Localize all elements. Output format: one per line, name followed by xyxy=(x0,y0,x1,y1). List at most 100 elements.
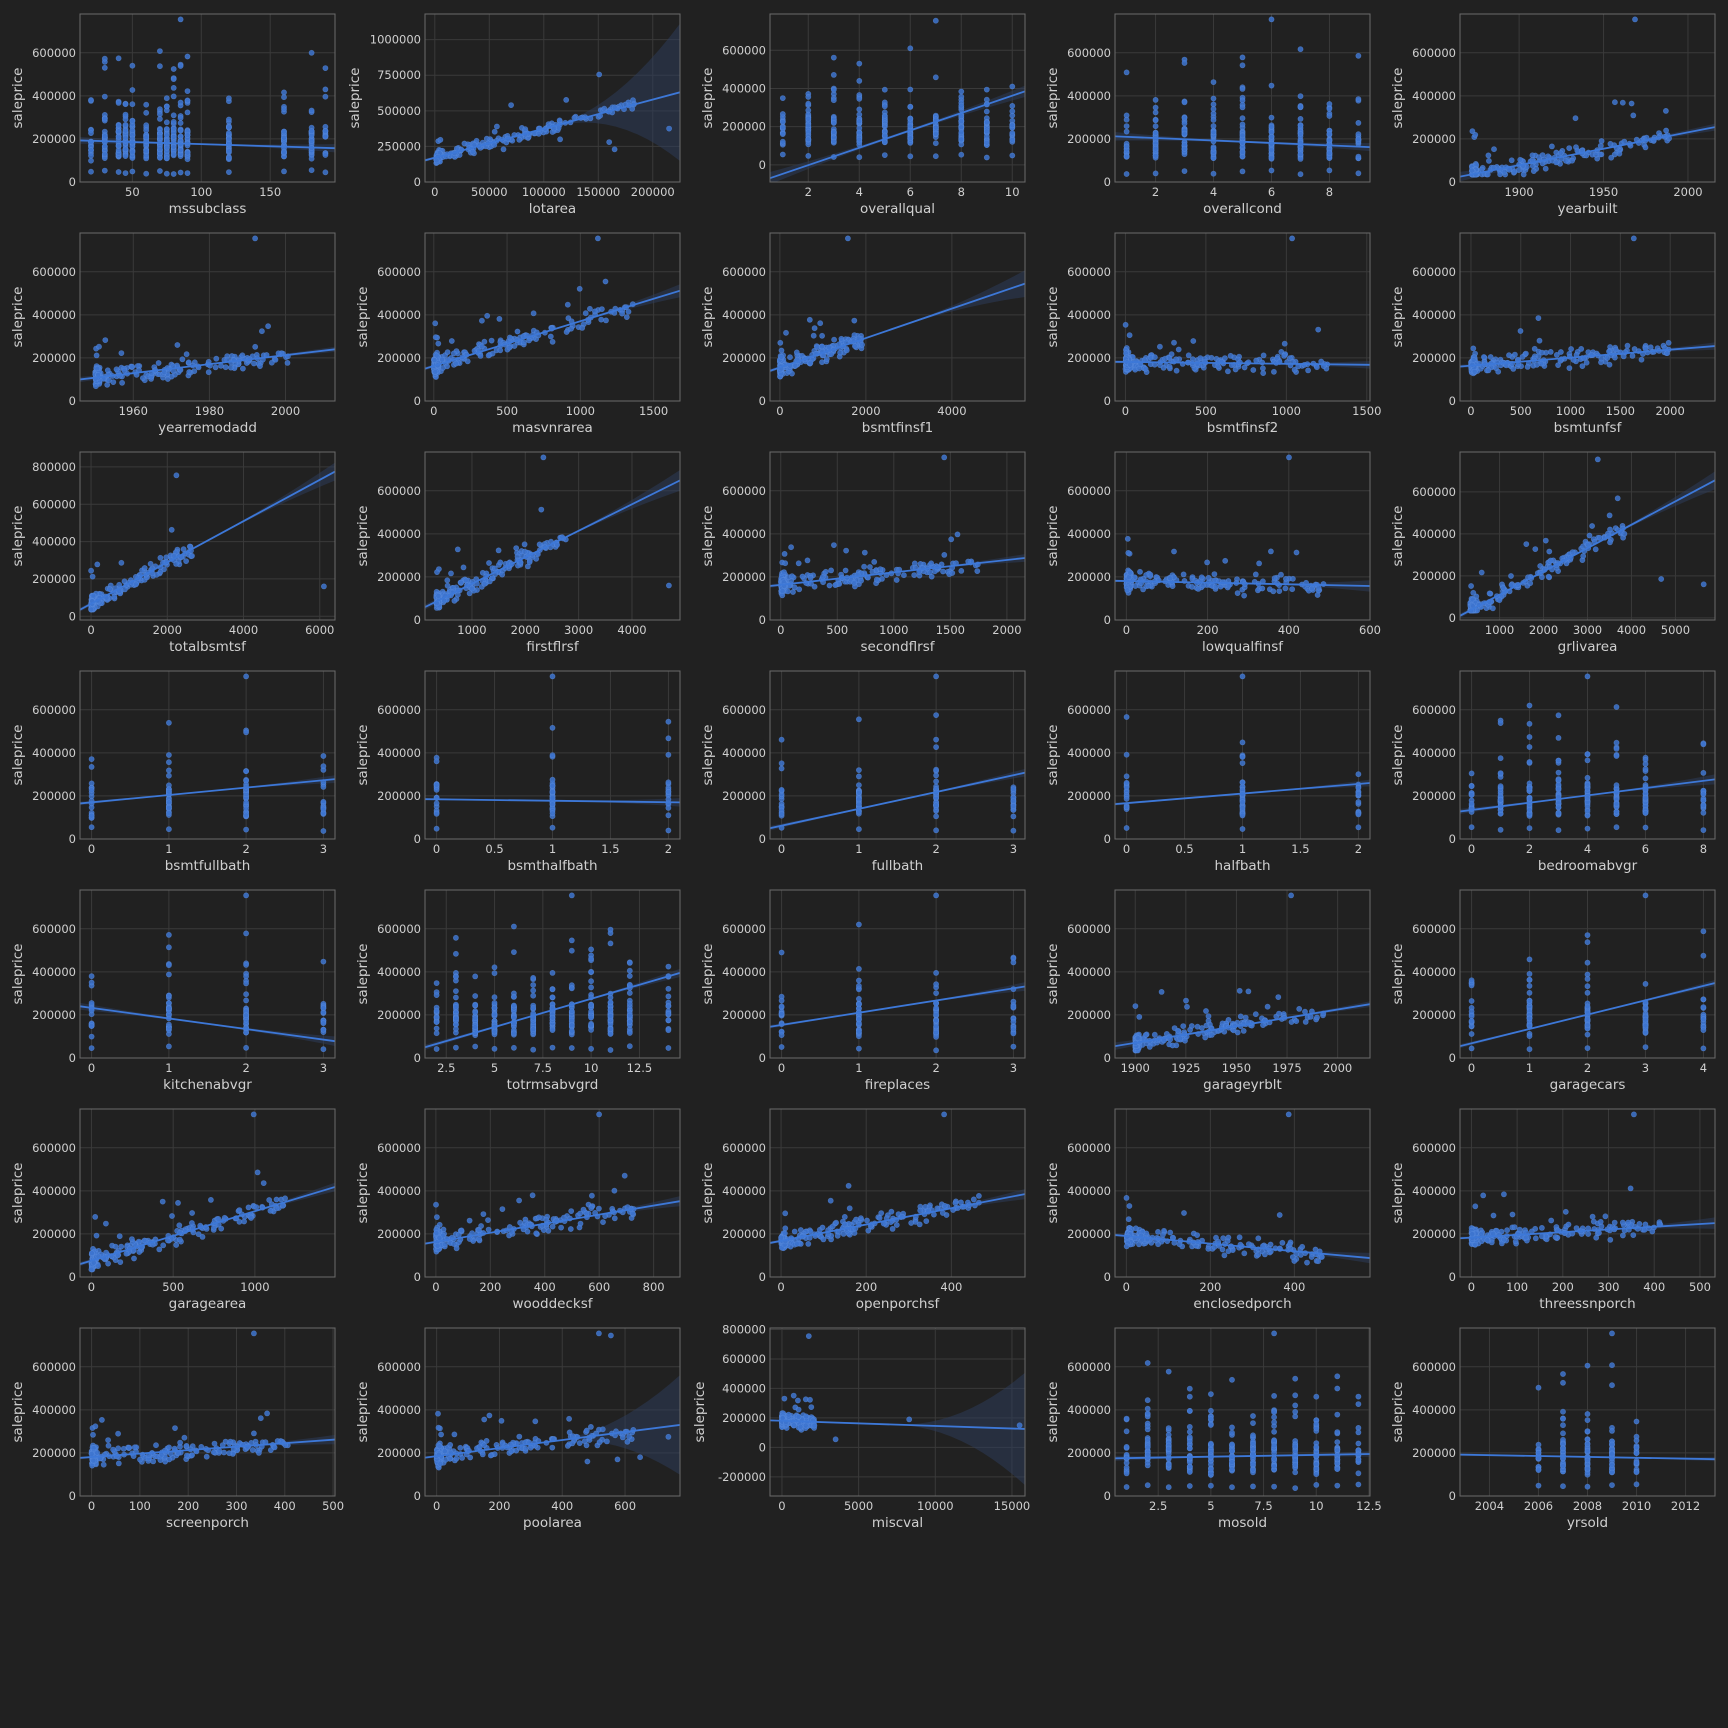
data-point xyxy=(1532,546,1539,552)
data-point xyxy=(1355,136,1362,143)
y-tick-label: 600000 xyxy=(377,703,421,717)
subplot-bedroomabvgr: 0 2 4 6 80200000400000600000bedroomabvgrsale… xyxy=(1390,670,1716,874)
data-point xyxy=(1526,795,1533,802)
data-point xyxy=(1268,154,1275,161)
y-tick-label: 200000 xyxy=(377,789,421,803)
data-point xyxy=(1607,539,1613,546)
data-point xyxy=(958,88,965,95)
data-point xyxy=(1612,354,1618,361)
plot-frame xyxy=(424,232,681,402)
data-point xyxy=(1239,812,1246,819)
y-tick-label: 400000 xyxy=(1067,308,1111,322)
data-point xyxy=(452,934,459,941)
data-point xyxy=(281,89,287,96)
data-point xyxy=(1497,826,1504,833)
x-axis-label: fullbath xyxy=(872,858,924,874)
x-tick-label: 1000 xyxy=(1485,623,1514,637)
data-point xyxy=(491,964,498,971)
data-point xyxy=(549,673,556,680)
data-point xyxy=(93,352,100,359)
data-point xyxy=(907,115,914,122)
data-point xyxy=(856,106,863,113)
data-point xyxy=(859,341,865,348)
y-tick-label: 200000 xyxy=(1412,132,1456,146)
y-tick-label: 600000 xyxy=(1412,703,1456,717)
data-point xyxy=(1286,355,1293,362)
data-point xyxy=(1297,93,1304,100)
data-point xyxy=(1157,362,1163,368)
data-point xyxy=(806,316,813,323)
data-point xyxy=(96,343,102,350)
data-point xyxy=(1123,795,1130,802)
data-point xyxy=(448,570,454,577)
data-point xyxy=(1239,673,1246,680)
x-axis-label: grlivarea xyxy=(1558,639,1618,655)
data-point xyxy=(1613,808,1620,815)
x-tick-label: 2 xyxy=(665,842,672,856)
data-point xyxy=(1524,363,1531,370)
y-axis-label: saleprice xyxy=(355,725,371,786)
data-point xyxy=(170,76,177,82)
data-point xyxy=(1632,16,1638,23)
data-point xyxy=(1297,131,1304,137)
data-point xyxy=(830,129,837,135)
data-point xyxy=(1584,751,1591,758)
regression-line xyxy=(80,778,335,805)
data-point xyxy=(954,531,961,538)
x-tick-label: 10 xyxy=(1005,185,1020,199)
data-point xyxy=(1555,785,1562,792)
subplot-lowqualfinsf: 0 200 400 6000200000400000600000lowqualfins… xyxy=(1045,451,1381,655)
data-point xyxy=(163,170,170,177)
data-point xyxy=(1260,370,1267,376)
x-tick-label: 150000 xyxy=(576,185,620,199)
data-point xyxy=(1205,574,1212,581)
data-point xyxy=(1519,353,1526,360)
data-point xyxy=(805,107,812,114)
data-point xyxy=(122,101,129,108)
data-point xyxy=(568,325,574,332)
data-point xyxy=(225,95,232,102)
data-point xyxy=(805,100,812,107)
data-point xyxy=(665,796,672,803)
data-point xyxy=(933,802,939,809)
y-tick-label: 200000 xyxy=(1412,789,1456,803)
data-point xyxy=(1598,138,1605,144)
x-tick-label: 4000 xyxy=(617,623,646,637)
data-point xyxy=(433,810,440,817)
data-point xyxy=(1297,171,1304,178)
data-point xyxy=(540,454,547,461)
data-point xyxy=(243,991,249,998)
data-point xyxy=(1638,356,1645,363)
data-point xyxy=(88,168,94,175)
data-point xyxy=(163,132,170,138)
regression-line xyxy=(80,470,335,611)
x-tick-label: 1 xyxy=(165,842,172,856)
data-point xyxy=(526,337,532,344)
data-point xyxy=(1268,114,1275,121)
data-point xyxy=(1185,352,1192,359)
data-point xyxy=(444,582,451,589)
x-tick-label: 0 xyxy=(433,842,440,856)
data-point xyxy=(778,736,785,743)
data-point xyxy=(322,127,329,134)
data-point xyxy=(170,118,177,125)
data-point xyxy=(1123,779,1130,786)
data-point xyxy=(491,1011,498,1018)
data-point xyxy=(881,132,888,139)
data-point xyxy=(1568,346,1574,352)
data-point xyxy=(1167,575,1174,582)
data-point xyxy=(830,72,837,78)
x-tick-label: 2000 xyxy=(1656,404,1685,418)
data-point xyxy=(90,592,97,599)
data-point xyxy=(1260,365,1266,372)
y-tick-label: 600000 xyxy=(1412,46,1456,60)
data-point xyxy=(225,154,232,161)
data-point xyxy=(1555,757,1562,764)
y-tick-label: 200000 xyxy=(377,351,421,365)
data-point xyxy=(1239,62,1246,69)
x-tick-label: 0 xyxy=(1467,404,1474,418)
data-point xyxy=(170,171,177,177)
data-point xyxy=(322,152,329,158)
data-point xyxy=(472,993,479,999)
data-point xyxy=(281,168,287,175)
